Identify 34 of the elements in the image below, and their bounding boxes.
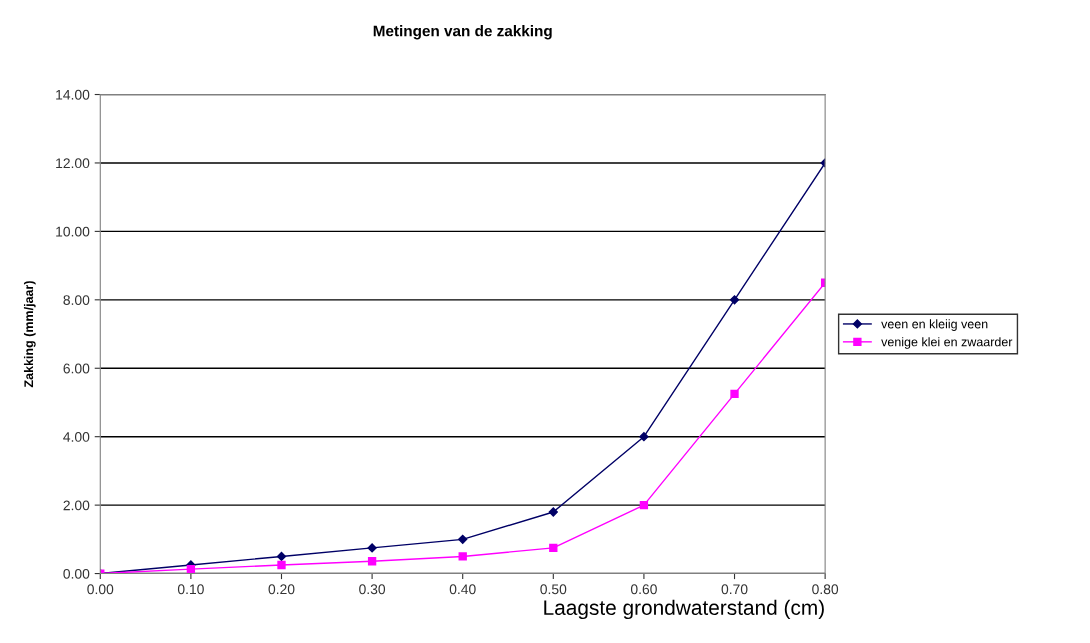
x-axis-title: Laagste grondwaterstand (cm) (544, 599, 824, 620)
point (639, 500, 649, 510)
legend-label: venige klei en zwaarder (881, 337, 1013, 349)
x-tick-label: 0.50 (540, 584, 567, 595)
y-tick-label: 8.00 (63, 295, 90, 305)
chart-title: Metingen van de zakking (373, 25, 552, 40)
point (639, 432, 649, 442)
point (186, 564, 196, 574)
point (730, 389, 739, 399)
x-tick-label: 0.10 (177, 584, 204, 595)
x-tick-label: 0.70 (721, 584, 748, 595)
y-tick-label: 12.00 (56, 158, 90, 169)
x-tick-label: 0.00 (87, 584, 114, 595)
x-tick-label: 0.80 (812, 584, 839, 595)
x-tick-label: 0.60 (630, 584, 657, 595)
y-tick-label: 0.00 (63, 568, 90, 579)
legend-label: veen en kleiig veen (881, 319, 988, 331)
point (458, 552, 467, 561)
y-tick-label: 6.00 (63, 363, 90, 374)
point (729, 295, 740, 305)
point (367, 543, 377, 553)
x-tick-label: 0.30 (359, 584, 386, 595)
point (458, 534, 468, 544)
y-axis-title: Zakking (mm/jaar) (23, 281, 36, 388)
point (549, 543, 558, 553)
y-tick-label: 14.00 (56, 89, 90, 100)
point (277, 560, 286, 570)
y-tick-label: 2.00 (63, 500, 90, 511)
x-tick-label: 0.20 (268, 584, 295, 595)
point (367, 557, 377, 566)
y-tick-label: 10.00 (56, 226, 90, 237)
y-tick-label: 4.00 (63, 432, 90, 442)
x-tick-label: 0.40 (449, 584, 476, 595)
point (548, 507, 558, 517)
